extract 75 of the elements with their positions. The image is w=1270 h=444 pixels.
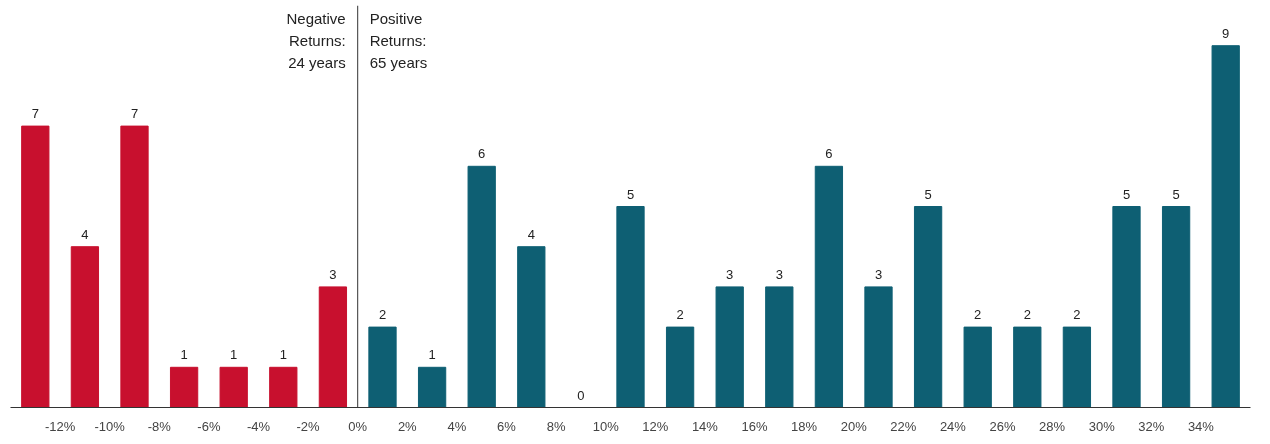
x-tick-label: 14% [691, 418, 719, 434]
bar [169, 366, 199, 408]
x-tick-label: 6% [497, 418, 517, 434]
data-label: 5 [1122, 186, 1131, 202]
x-tick-label: 24% [939, 418, 967, 434]
data-label: 1 [428, 347, 436, 363]
bar [616, 206, 645, 408]
data-label: 1 [279, 347, 287, 363]
bar [1161, 206, 1191, 408]
data-label: 0 [577, 387, 585, 403]
x-tick-label: 28% [1039, 418, 1066, 434]
x-tick-label: 10% [592, 418, 620, 434]
data-label: 4 [81, 226, 89, 242]
bar [715, 286, 744, 408]
data-label: 2 [1023, 307, 1031, 323]
data-label: 7 [31, 106, 39, 122]
x-tick-label: 20% [840, 418, 868, 434]
data-label: 1 [180, 347, 188, 363]
bar [963, 326, 992, 408]
bar [1211, 45, 1240, 408]
bar [368, 326, 397, 408]
bar [864, 286, 893, 408]
bar [1112, 206, 1141, 408]
x-tick-label: -2% [296, 418, 321, 434]
data-label: 3 [726, 266, 734, 282]
x-tick-label: 30% [1088, 418, 1116, 434]
bar [219, 366, 248, 408]
data-label: 5 [1172, 186, 1180, 202]
annotation: Negative Returns: 24 years [286, 9, 346, 71]
x-tick-label: 22% [890, 418, 917, 434]
bar [765, 286, 794, 408]
data-label: 2 [378, 307, 387, 323]
bar [70, 246, 100, 408]
bar [120, 125, 149, 408]
bar [21, 125, 50, 408]
data-label: 1 [230, 347, 238, 363]
bar [269, 366, 298, 408]
data-label: 4 [527, 226, 535, 242]
x-tick-label: 26% [989, 418, 1016, 434]
data-label: 5 [924, 186, 932, 202]
data-label: 2 [676, 307, 684, 323]
data-label: 2 [1073, 307, 1081, 323]
x-tick-label: 18% [791, 418, 818, 434]
bar [913, 206, 943, 408]
bar [417, 366, 447, 408]
bar [318, 286, 348, 408]
data-label: 3 [329, 266, 337, 282]
data-label: 3 [874, 266, 883, 282]
data-label: 2 [974, 307, 982, 323]
x-tick-label: 16% [741, 418, 768, 434]
data-label: 5 [626, 186, 635, 202]
bar [517, 246, 546, 408]
bar [814, 165, 844, 408]
bar [1062, 326, 1092, 408]
x-tick-label: 8% [546, 418, 566, 434]
data-label: 9 [1222, 25, 1230, 41]
data-label: 6 [825, 146, 833, 162]
annotation: Positive Returns: 65 years [369, 9, 428, 71]
x-tick-label: 32% [1138, 418, 1165, 434]
x-tick-label: -4% [246, 418, 271, 434]
x-tick-label: 2% [397, 418, 418, 434]
bar [665, 326, 695, 408]
x-tick-label: -6% [197, 418, 221, 434]
x-tick-label: 4% [447, 418, 467, 434]
x-tick-label: -8% [147, 418, 172, 434]
bar [1013, 326, 1042, 408]
x-tick-label: 34% [1187, 418, 1215, 434]
data-label: 6 [478, 146, 486, 162]
x-tick-label: 0% [348, 418, 368, 434]
x-tick-label: -12% [44, 418, 76, 434]
x-tick-label: -10% [94, 418, 126, 434]
data-label: 3 [775, 266, 783, 282]
data-label: 7 [130, 106, 139, 122]
x-tick-label: 12% [642, 418, 669, 434]
bar [467, 165, 496, 408]
